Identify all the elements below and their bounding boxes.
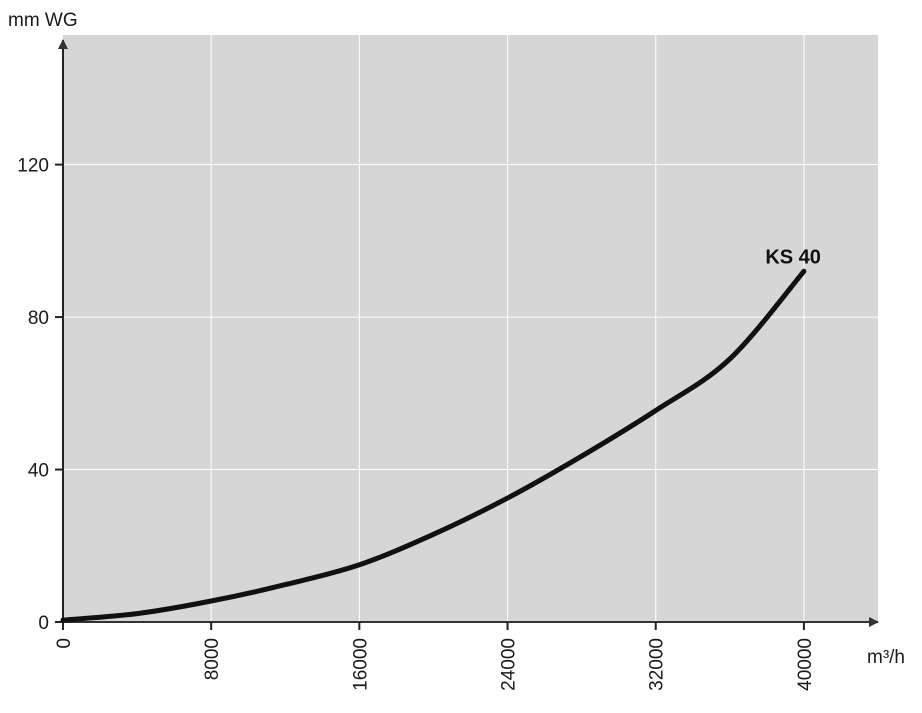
data-point <box>357 563 361 567</box>
x-tick-label: 32000 <box>647 638 668 691</box>
data-point <box>728 357 732 361</box>
plot-area <box>63 35 878 622</box>
x-axis-ticks: 0 8000 16000 24000 32000 40000 <box>54 622 816 691</box>
y-tick-label: 40 <box>28 461 49 482</box>
y-tick-label: 0 <box>38 613 49 634</box>
data-point <box>802 269 806 273</box>
y-tick-label: 120 <box>17 156 49 177</box>
y-tick-label: 80 <box>28 308 49 329</box>
data-point <box>580 454 584 458</box>
x-tick-label: 0 <box>54 638 75 649</box>
data-point <box>283 583 287 587</box>
data-point <box>135 612 139 616</box>
data-point <box>61 618 65 622</box>
x-tick-label: 16000 <box>350 638 371 691</box>
y-axis-ticks: 0 40 80 120 <box>17 156 63 634</box>
data-point <box>432 532 435 536</box>
y-axis-title: mm WG <box>8 10 78 31</box>
x-tick-label: 24000 <box>499 638 520 691</box>
axes <box>55 39 879 627</box>
grid-lines <box>63 35 878 622</box>
series-label: KS 40 <box>765 246 821 268</box>
series-line <box>60 268 807 623</box>
data-point <box>506 496 509 500</box>
x-tick-label: 40000 <box>795 638 816 691</box>
x-tick-label: 8000 <box>202 638 223 680</box>
data-point <box>209 599 213 603</box>
x-axis-title: m³/h <box>867 647 905 668</box>
data-point <box>654 409 658 412</box>
series-layer: KS 40 <box>60 246 821 623</box>
